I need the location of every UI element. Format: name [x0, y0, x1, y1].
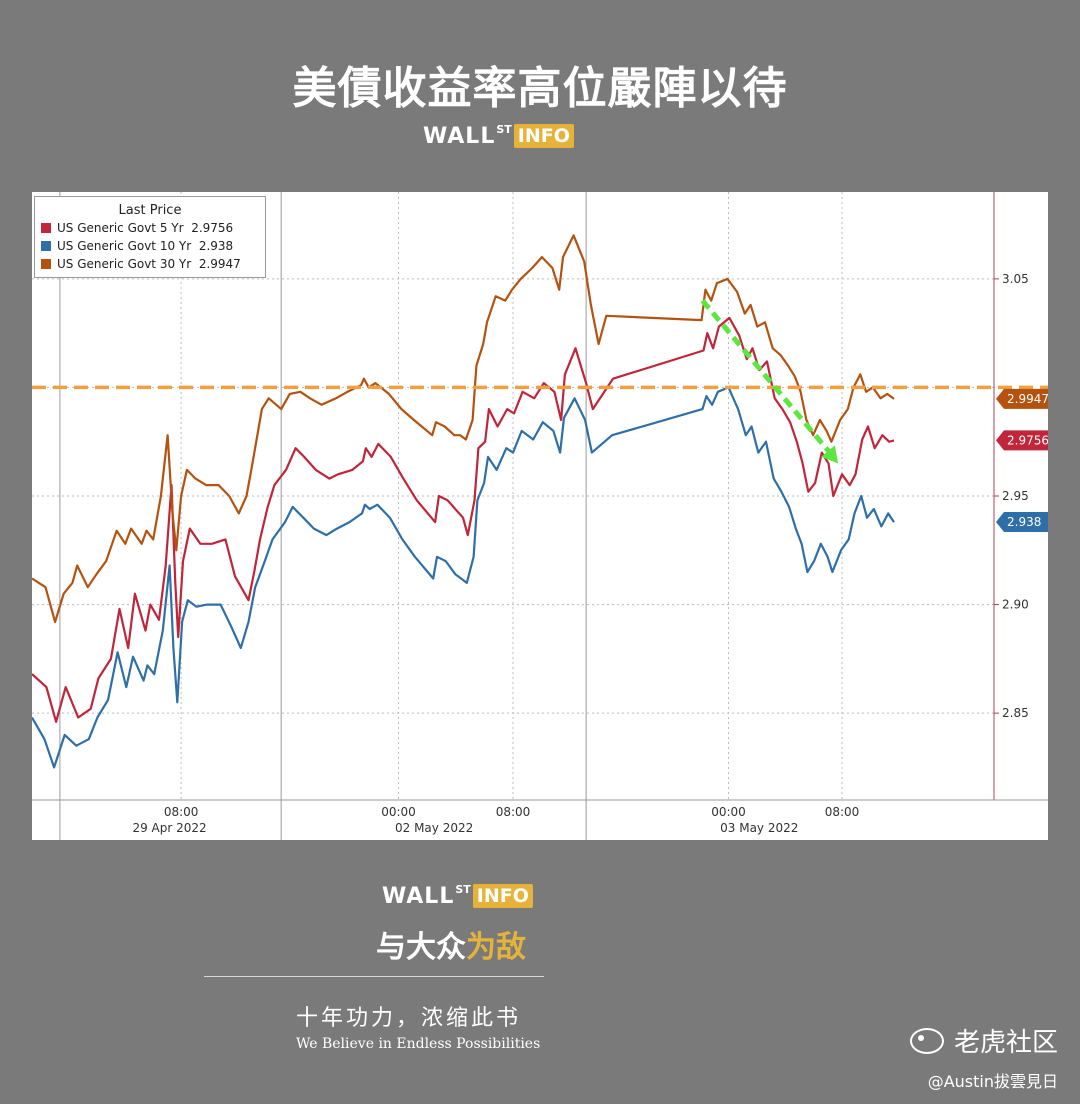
legend-swatch-10yr: [41, 240, 51, 251]
x-tick-label: 08:00: [825, 805, 860, 819]
x-date-label: 03 May 2022: [720, 821, 798, 835]
x-tick-label: 08:00: [496, 805, 531, 819]
last-value-badge-2: [996, 388, 1048, 409]
brand-info-badge: INFO: [472, 884, 533, 908]
legend-item-5yr: US Generic Govt 5 Yr 2.9756: [41, 219, 265, 236]
x-date-label: 29 Apr 2022: [132, 821, 206, 835]
legend-item-10yr: US Generic Govt 10 Yr 2.938: [41, 237, 265, 254]
axis-layer: 3.05 2.95 2.90 2.85 2.9756 2.938 2.9947 08:00 00…: [32, 192, 1048, 835]
brand-wall-text: WALL: [382, 884, 455, 909]
brand-st-text: ST: [496, 123, 512, 136]
legend-label-10yr: US Generic Govt 10 Yr: [57, 238, 192, 253]
y-tick-label: 2.95: [1002, 489, 1029, 503]
page-title: 美債收益率高位嚴陣以待: [292, 63, 788, 114]
trend-arrow-head: [821, 445, 839, 464]
x-tick-label: 00:00: [711, 805, 746, 819]
x-tick-label: 08:00: [164, 805, 199, 819]
legend-label-30yr: US Generic Govt 30 Yr: [57, 256, 192, 271]
brand-st-text: ST: [455, 883, 471, 896]
y-tick-label: 2.90: [1002, 598, 1029, 612]
legend-title: Last Price: [118, 203, 182, 218]
last-value-label-1: 2.938: [1007, 515, 1041, 529]
community-watermark: 老虎社区: [909, 1022, 1058, 1059]
legend-swatch-30yr: [41, 258, 51, 269]
slogan-part-1: 与大众: [376, 930, 466, 965]
tiger-icon: [909, 1027, 944, 1054]
brand-wall-text: WALL: [423, 124, 496, 149]
watermark-text: 老虎社区: [953, 1028, 1058, 1058]
motto: 十年功力，浓缩此书: [296, 1006, 522, 1031]
divider: [204, 976, 544, 977]
brand-logo-bottom: WALL ST INFO: [382, 883, 533, 909]
motto-english: We Believe in Endless Possibilities: [296, 1036, 541, 1052]
legend-swatch-5yr: [41, 222, 51, 233]
series-layer: [32, 234, 895, 769]
series-line-0: [32, 316, 895, 723]
chart-canvas: 3.05 2.95 2.90 2.85 2.9756 2.938 2.9947 08:00 00…: [32, 192, 1048, 840]
last-value-label-2: 2.9947: [1007, 392, 1048, 406]
last-value-badge-1: [996, 512, 1048, 533]
x-tick-label: 00:00: [381, 805, 416, 819]
legend-value-5yr: 2.9756: [191, 220, 234, 235]
chart-legend: Last Price US Generic Govt 5 Yr 2.9756 U…: [34, 196, 266, 278]
y-tick-label: 3.05: [1002, 272, 1029, 286]
overlay-layer: [32, 298, 1048, 464]
brand-logo-top: WALL ST INFO: [423, 123, 574, 149]
brand-info-badge: INFO: [513, 124, 574, 148]
author-handle: @Austin拔雲見日: [927, 1072, 1058, 1091]
last-value-badge-0: [996, 430, 1048, 451]
last-value-label-0: 2.9756: [1007, 433, 1048, 447]
legend-value-10yr: 2.938: [198, 238, 234, 253]
legend-label-5yr: US Generic Govt 5 Yr: [57, 220, 184, 235]
legend-value-30yr: 2.9947: [198, 256, 241, 271]
x-date-label: 02 May 2022: [395, 821, 473, 835]
series-line-2: [32, 234, 895, 623]
trend-arrow-shaft: [700, 298, 835, 458]
legend-item-30yr: US Generic Govt 30 Yr 2.9947: [41, 255, 265, 272]
slogan-part-2: 为敌: [466, 930, 526, 965]
y-tick-label: 2.85: [1002, 706, 1029, 720]
yield-chart: 3.05 2.95 2.90 2.85 2.9756 2.938 2.9947 08:00 00…: [32, 192, 1048, 840]
series-line-1: [32, 386, 895, 769]
slogan: 与大众为敌: [376, 922, 526, 966]
